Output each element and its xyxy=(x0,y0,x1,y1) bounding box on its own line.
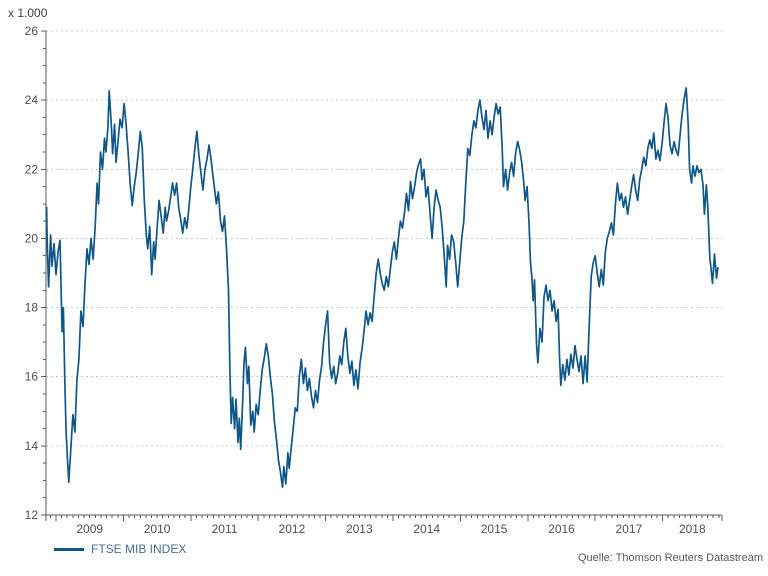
svg-text:2011: 2011 xyxy=(212,522,238,536)
svg-text:2016: 2016 xyxy=(548,522,575,536)
svg-text:20: 20 xyxy=(25,231,39,245)
svg-text:2009: 2009 xyxy=(76,522,103,536)
svg-text:2015: 2015 xyxy=(481,522,508,536)
y-axis-unit-label: x 1.000 xyxy=(8,6,48,20)
svg-text:2018: 2018 xyxy=(679,522,706,536)
svg-text:26: 26 xyxy=(25,24,39,38)
legend-label: FTSE MIB INDEX xyxy=(91,542,187,556)
svg-text:2014: 2014 xyxy=(413,522,440,536)
svg-text:14: 14 xyxy=(25,439,39,453)
svg-text:24: 24 xyxy=(25,93,39,107)
svg-text:2017: 2017 xyxy=(616,522,643,536)
svg-text:12: 12 xyxy=(25,508,39,522)
legend-line-swatch xyxy=(54,547,84,551)
legend: FTSE MIB INDEX xyxy=(54,542,186,556)
svg-text:2013: 2013 xyxy=(346,522,373,536)
svg-text:18: 18 xyxy=(25,301,39,315)
svg-text:2012: 2012 xyxy=(279,522,306,536)
svg-text:22: 22 xyxy=(25,162,39,176)
svg-text:16: 16 xyxy=(25,370,39,384)
source-attribution: Quelle: Thomson Reuters Datastream xyxy=(577,552,763,564)
svg-text:2010: 2010 xyxy=(144,522,171,536)
